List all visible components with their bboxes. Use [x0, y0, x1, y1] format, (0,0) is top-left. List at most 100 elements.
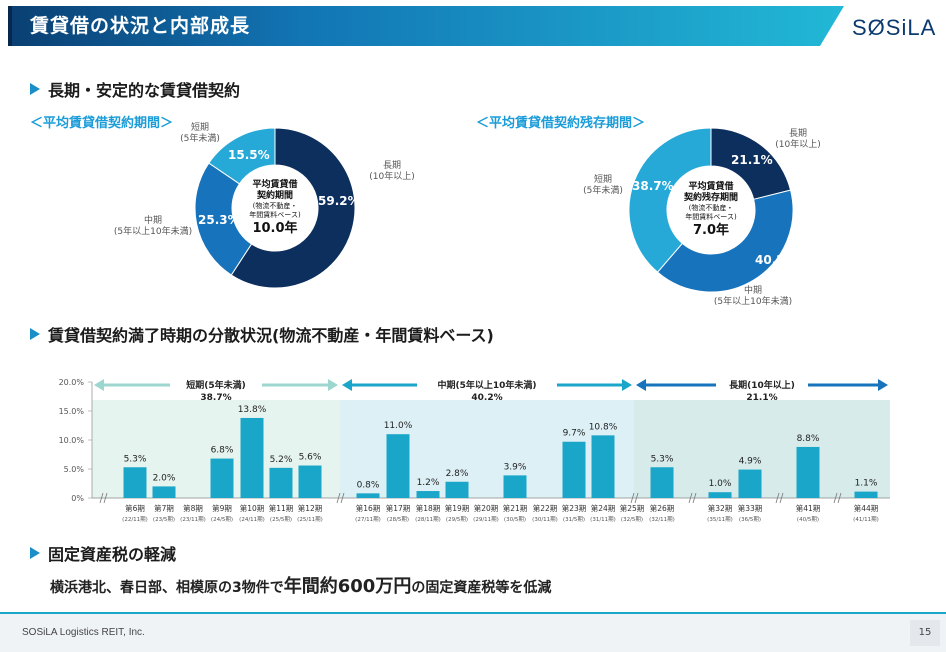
donut-left-pct-short: 15.5%	[228, 148, 270, 162]
bar	[123, 467, 147, 498]
center-note: (物流不動産・	[252, 202, 298, 210]
tax-text-part: 横浜港北、春日部、相模原の3物件で	[50, 580, 284, 596]
x-tick-label: 第17期	[386, 503, 411, 513]
label-note: (10年以上)	[775, 140, 821, 150]
bar-value-label: 8.8%	[797, 434, 820, 444]
section-title-long-term: 長期・安定的な賃貸借契約	[30, 77, 240, 101]
bar	[650, 467, 674, 498]
band-pct: 21.1%	[746, 393, 777, 403]
label-name: 短期	[593, 175, 612, 185]
label-name: 長期	[788, 129, 807, 139]
bar-value-label: 0.8%	[357, 480, 380, 490]
x-tick-date: (25/11期)	[297, 516, 323, 523]
x-tick-label: 第33期	[738, 503, 763, 513]
slide-footer: SOSiLA Logistics REIT, Inc. 15	[0, 612, 946, 652]
band-label: 短期(5年未満)	[186, 379, 246, 391]
bar-value-label: 2.0%	[153, 473, 176, 483]
donut-right-slice-mid	[656, 189, 794, 293]
y-tick-label: 10.0%	[59, 436, 85, 445]
bar	[503, 475, 527, 498]
band-arrow-left-icon	[342, 379, 352, 391]
center-value: 7.0年	[692, 223, 730, 238]
section-title-text: 固定資産税の軽減	[48, 545, 177, 564]
x-tick-date: (32/5期)	[621, 516, 643, 523]
donut-left-subtitle: ＜平均賃貸借契約期間＞	[30, 116, 174, 131]
x-tick-label: 第24期	[591, 503, 616, 513]
x-tick-date: (27/11期)	[355, 516, 381, 523]
section-title-expiry: 賃貸借契約満了時期の分散状況(物流不動産・年間賃料ベース)	[30, 322, 494, 346]
x-tick-label: 第21期	[503, 503, 528, 513]
section-title-text: 賃貸借契約満了時期の分散状況(物流不動産・年間賃料ベース)	[48, 326, 494, 345]
x-tick-date: (35/11期)	[707, 516, 733, 523]
bar-value-label: 3.9%	[504, 462, 527, 472]
donut-right-label-mid: 中期 (5年以上10年未満)	[708, 286, 798, 308]
label-note: (10年以上)	[369, 172, 415, 182]
bar	[562, 441, 586, 498]
section-title-text: 長期・安定的な賃貸借契約	[48, 81, 241, 100]
donut-left-chart	[194, 127, 356, 289]
band-pct: 38.7%	[200, 393, 231, 403]
page-number: 15	[910, 620, 940, 646]
bar	[445, 481, 469, 498]
donut-left-slice-mid	[194, 162, 253, 276]
bar-value-label: 1.0%	[709, 479, 732, 489]
center-line: 契約期間	[256, 191, 293, 201]
bar-value-label: 5.3%	[124, 454, 147, 464]
donut-left-slice-long	[230, 127, 356, 289]
center-note: (物流不動産・	[688, 204, 734, 212]
donut-right-label-short: 短期 (5年未満)	[575, 175, 631, 197]
band-arrow-right-icon	[622, 379, 632, 391]
label-note: (5年以上10年未満)	[113, 227, 193, 237]
donut-right-slice-short	[628, 127, 712, 273]
x-tick-date: (28/5期)	[387, 516, 409, 523]
x-tick-date: (41/11期)	[853, 516, 879, 523]
x-tick-date: (28/11期)	[415, 516, 441, 523]
bar-value-label: 1.2%	[417, 478, 440, 488]
center-value: 10.0年	[252, 221, 298, 236]
band-label: 中期(5年以上10年未満)	[437, 379, 536, 391]
tax-emphasis: 年間約600万円	[283, 576, 412, 597]
band-label-bg	[417, 377, 557, 390]
x-tick-date: (29/11期)	[473, 516, 499, 523]
donut-right-chart	[628, 127, 794, 293]
x-tick-label: 第26期	[650, 503, 675, 513]
x-tick-label: 第25期	[620, 503, 645, 513]
donut-left-slice-short	[208, 127, 276, 185]
x-tick-date: (31/11期)	[590, 516, 616, 523]
x-tick-label: 第32期	[708, 503, 733, 513]
x-tick-date: (25/5期)	[270, 516, 292, 523]
bar	[240, 417, 264, 498]
x-tick-label: 第10期	[240, 503, 265, 513]
bar	[356, 493, 380, 498]
bar-value-label: 9.7%	[563, 429, 586, 439]
bar	[591, 435, 615, 498]
bar	[298, 465, 322, 498]
bar-value-label: 5.6%	[299, 453, 322, 463]
slide-header: 賃貸借の状況と内部成長 SØSiLA	[0, 0, 946, 54]
axis-break-icon	[336, 492, 345, 504]
x-tick-label: 第20期	[474, 503, 499, 513]
tax-reduction-text: 横浜港北、春日部、相模原の3物件で年間約600万円の固定資産税等を低減	[50, 572, 551, 598]
bar	[708, 492, 732, 498]
x-tick-label: 第6期	[125, 503, 145, 513]
x-tick-label: 第11期	[269, 503, 294, 513]
expiry-bar-chart: 20.0% 15.0% 10.0% 5.0% 0% 短期(5年未満) 38.7% 中期(5年以…	[59, 377, 890, 523]
y-tick-label: 5.0%	[64, 465, 85, 474]
x-tick-date: (29/5期)	[446, 516, 468, 523]
donut-right-center-label: 平均賃貸借 契約残存期間 (物流不動産・ 年間賃料ベース) 7.0年	[671, 182, 751, 239]
label-note: (5年以上10年未満)	[713, 297, 793, 307]
band-arrow-right-icon	[878, 379, 888, 391]
label-note: (5年未満)	[583, 186, 623, 196]
bar-value-label: 1.1%	[855, 479, 878, 489]
label-note: (5年未満)	[180, 134, 220, 144]
bar-value-label: 11.0%	[384, 421, 413, 431]
x-tick-date: (30/11期)	[532, 516, 558, 523]
band-label-bg	[170, 377, 262, 390]
bar	[152, 486, 176, 498]
x-tick-date: (40/5期)	[797, 516, 819, 523]
donut-left-label-long: 長期 (10年以上)	[362, 161, 422, 183]
y-tick-label: 15.0%	[59, 407, 85, 416]
bar	[854, 491, 878, 498]
y-tick-label: 20.0%	[59, 378, 85, 387]
x-tick-date: (22/11期)	[122, 516, 148, 523]
